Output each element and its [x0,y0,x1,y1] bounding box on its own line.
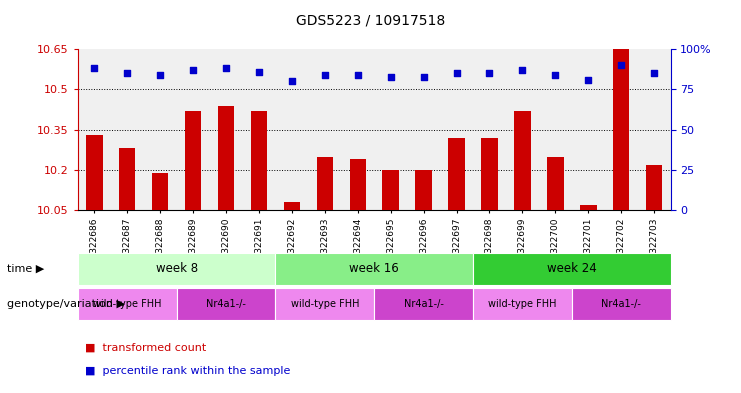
Point [549,72,561,78]
Bar [448,138,465,210]
Bar [613,49,629,210]
Text: genotype/variation ▶: genotype/variation ▶ [7,299,125,309]
Bar [250,111,268,210]
Text: time ▶: time ▶ [7,264,44,274]
Bar [547,156,564,210]
Text: ■  transformed count: ■ transformed count [85,343,207,353]
Text: Nr4a1-/-: Nr4a1-/- [206,299,246,309]
Text: wild-type FHH: wild-type FHH [93,299,162,309]
Point [582,77,594,83]
Bar [382,170,399,210]
Text: ■  percentile rank within the sample: ■ percentile rank within the sample [85,366,290,376]
Point [88,65,100,72]
Text: week 16: week 16 [349,262,399,275]
Text: Nr4a1-/-: Nr4a1-/- [404,299,444,309]
Bar [152,173,168,210]
Text: GDS5223 / 10917518: GDS5223 / 10917518 [296,14,445,28]
Text: Nr4a1-/-: Nr4a1-/- [601,299,641,309]
Point [187,67,199,73]
Point [319,72,330,78]
Bar [646,165,662,210]
Bar [218,106,234,210]
Point [220,65,232,72]
Point [484,70,496,76]
Bar [514,111,531,210]
Bar [481,138,498,210]
Bar [86,135,102,210]
Bar [316,156,333,210]
Point [451,70,462,76]
Bar [185,111,202,210]
Bar [119,149,136,210]
Point [385,73,396,80]
Bar [580,205,597,210]
Text: wild-type FHH: wild-type FHH [290,299,359,309]
Point [516,67,528,73]
Point [352,72,364,78]
Text: wild-type FHH: wild-type FHH [488,299,556,309]
Point [154,72,166,78]
Point [286,78,298,84]
Point [253,68,265,75]
Text: week 8: week 8 [156,262,198,275]
Bar [350,159,366,210]
Point [122,70,133,76]
Text: week 24: week 24 [547,262,597,275]
Point [615,62,627,68]
Bar [416,170,432,210]
Point [418,73,430,80]
Bar [284,202,300,210]
Point [648,70,660,76]
